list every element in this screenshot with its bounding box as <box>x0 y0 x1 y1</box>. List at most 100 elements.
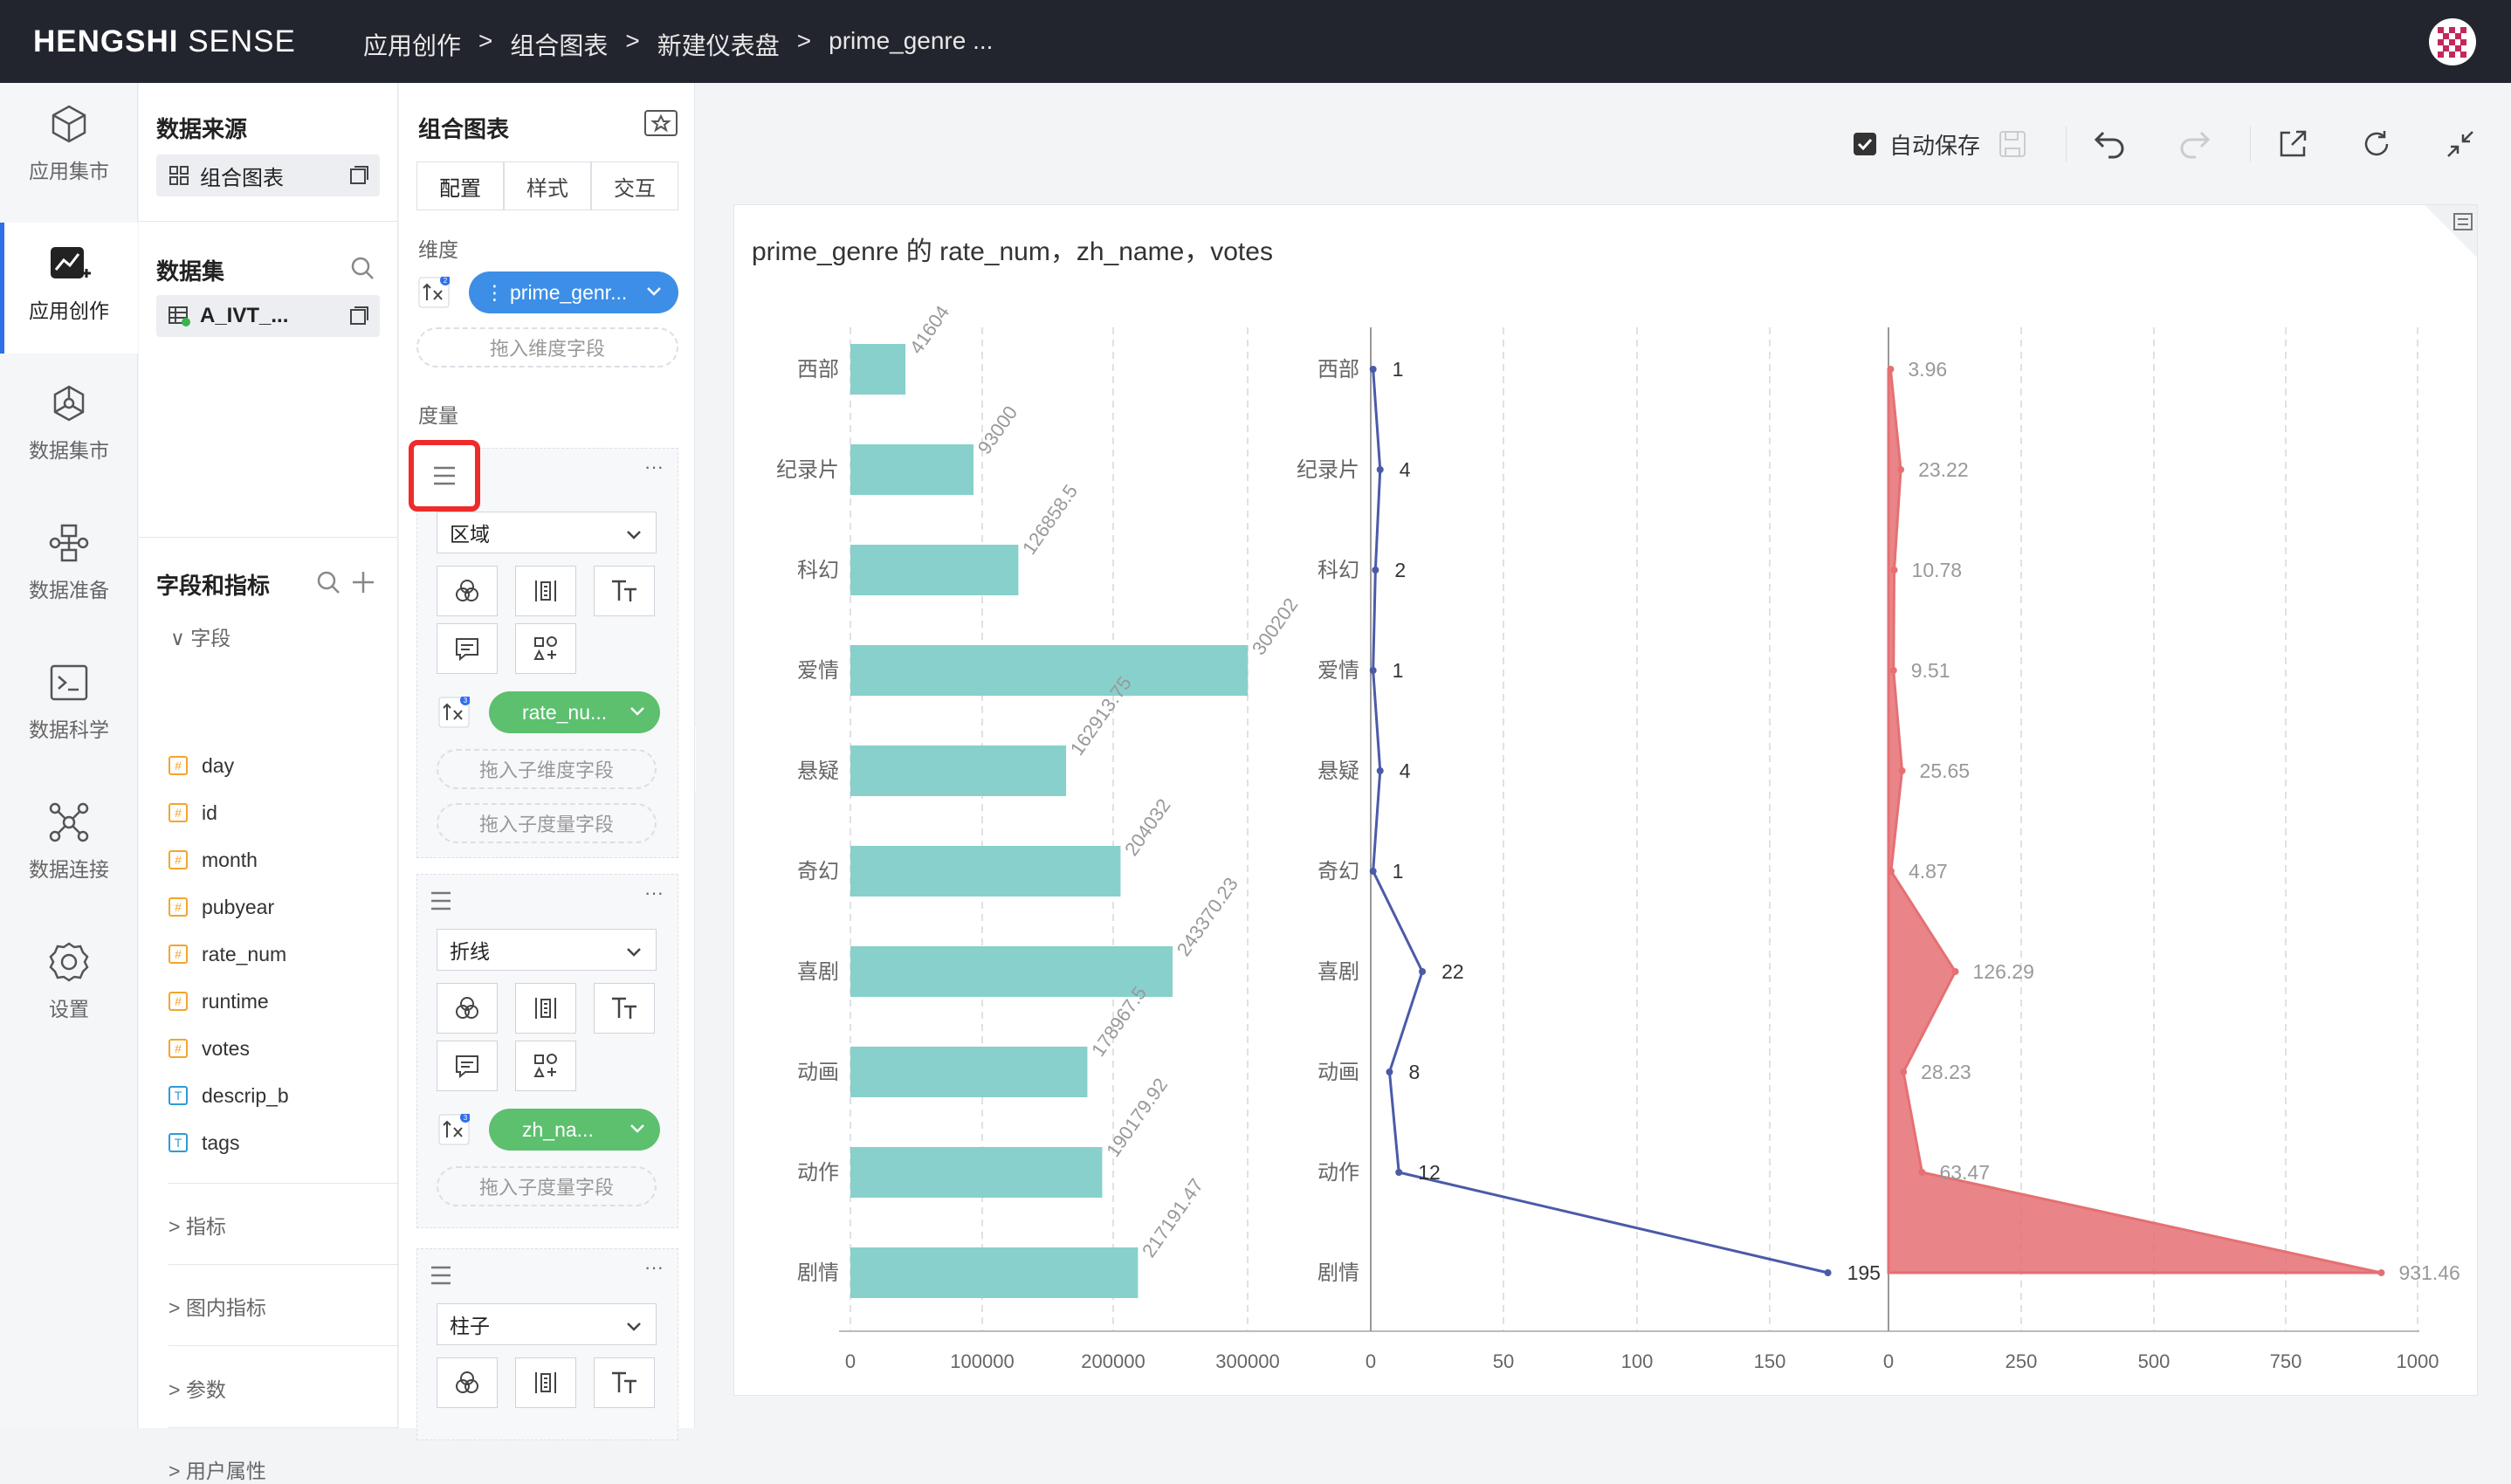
section-metrics[interactable]: > 指标 <box>169 1215 226 1238</box>
dataset-item[interactable]: A_IVT_... <box>156 295 380 337</box>
nav-item-app-create[interactable]: 应用创作 <box>0 223 138 354</box>
sub-dimension-drop-zone[interactable]: 拖入子维度字段 <box>437 749 657 789</box>
color-icon[interactable] <box>437 566 498 616</box>
chevron-right-icon: > <box>169 1460 186 1482</box>
category-label: 纪录片 <box>776 458 839 482</box>
data-label: 126.29 <box>1973 960 2034 983</box>
detail-shape-icon[interactable] <box>515 1041 576 1091</box>
chevron-down-icon <box>627 700 648 721</box>
field-item[interactable]: # id <box>169 795 217 830</box>
field-name: descrip_b <box>202 1083 289 1107</box>
x-tick-label: 300000 <box>1215 1350 1279 1372</box>
copy-icon[interactable] <box>348 306 369 326</box>
sort-icon[interactable]: 2 <box>416 275 451 310</box>
more-icon[interactable]: ··· <box>644 456 664 477</box>
collapse-icon[interactable] <box>2445 128 2476 160</box>
drag-handle-icon[interactable] <box>409 440 480 512</box>
field-item[interactable]: # pubyear <box>169 890 274 924</box>
section-chart-metrics[interactable]: > 图内指标 <box>169 1296 266 1319</box>
tab-interaction[interactable]: 交互 <box>591 161 678 210</box>
field-item[interactable]: # day <box>169 748 234 783</box>
nav-item-data-prep[interactable]: 数据准备 <box>0 502 138 633</box>
field-item[interactable]: # month <box>169 842 258 877</box>
nav-item-settings[interactable]: 设置 <box>0 921 138 1052</box>
drag-handle-icon[interactable] <box>430 1265 452 1286</box>
color-icon[interactable] <box>437 983 498 1034</box>
dimension-field-pill[interactable]: ⋮ prime_genr... <box>469 271 678 313</box>
share-icon[interactable] <box>2277 128 2308 160</box>
nav-item-data-science[interactable]: 数据科学 <box>0 642 138 773</box>
field-item[interactable]: # votes <box>169 1031 250 1066</box>
more-icon[interactable]: ··· <box>644 882 664 903</box>
breadcrumb-separator: > <box>478 27 493 54</box>
measure-field-pill[interactable]: rate_nu... <box>489 691 660 733</box>
drag-handle-icon[interactable] <box>430 890 452 911</box>
tab-config[interactable]: 配置 <box>416 161 504 210</box>
refresh-icon[interactable] <box>2361 128 2392 160</box>
source-item[interactable]: 组合图表 <box>156 155 380 196</box>
sort-icon[interactable]: 3 <box>437 1112 471 1147</box>
chevron-down-icon <box>624 525 643 544</box>
nav-label: 设置 <box>49 998 89 1020</box>
area-point <box>1890 567 1898 574</box>
nav-item-data-market[interactable]: 数据集市 <box>0 362 138 493</box>
redo-icon[interactable] <box>2177 129 2212 159</box>
fields-group[interactable]: ∨ 字段 <box>170 627 231 649</box>
chart-type-select[interactable]: 区域 <box>437 512 657 553</box>
size-icon[interactable] <box>515 566 576 616</box>
sub-measure-drop-zone[interactable]: 拖入子度量字段 <box>437 1166 657 1206</box>
favorite-icon[interactable] <box>643 109 678 137</box>
dimension-drop-zone[interactable]: 拖入维度字段 <box>416 327 678 368</box>
app-logo[interactable]: HENGSHI SENSE <box>33 24 296 58</box>
more-icon[interactable]: ··· <box>644 1256 664 1278</box>
breadcrumb-item[interactable]: 新建仪表盘 <box>657 32 780 59</box>
avatar[interactable] <box>2429 18 2476 65</box>
config-panel: 组合图表 配置 样式 交互 维度 2 ⋮ prime_genr... 拖入维度字段… <box>399 83 695 1440</box>
chart-type-select[interactable]: 柱子 <box>437 1303 657 1345</box>
chart-menu-icon[interactable] <box>2425 205 2477 258</box>
area-series <box>1887 368 2382 1274</box>
measure-field-pill[interactable]: zh_na... <box>489 1109 660 1151</box>
field-item[interactable]: # rate_num <box>169 937 286 972</box>
terminal-icon <box>47 661 91 704</box>
data-label: 195 <box>1847 1261 1881 1284</box>
tooltip-icon[interactable] <box>437 623 498 674</box>
size-icon[interactable] <box>515 983 576 1034</box>
sort-icon[interactable]: 3 <box>437 695 471 730</box>
bar <box>850 946 1173 997</box>
search-icon[interactable] <box>349 255 375 281</box>
section-user-attrs[interactable]: > 用户属性 <box>169 1460 266 1482</box>
category-label: 科幻 <box>1317 559 1359 582</box>
add-icon[interactable] <box>350 569 376 595</box>
breadcrumb-item[interactable]: 组合图表 <box>510 32 609 59</box>
category-label: 奇幻 <box>797 860 839 883</box>
label-text-icon[interactable] <box>594 983 655 1034</box>
data-label: 4 <box>1400 458 1411 481</box>
category-label: 爱情 <box>797 659 839 683</box>
section-params[interactable]: > 参数 <box>169 1378 226 1401</box>
save-icon[interactable] <box>1998 129 2027 159</box>
undo-icon[interactable] <box>2093 129 2128 159</box>
sub-measure-drop-zone[interactable]: 拖入子度量字段 <box>437 803 657 843</box>
label-text-icon[interactable] <box>594 566 655 616</box>
chevron-right-icon: > <box>169 1378 186 1401</box>
chart-card[interactable]: prime_genre 的 rate_num，zh_name，votes 0 10… <box>733 204 2478 1396</box>
data-label: 63.47 <box>1939 1161 1990 1184</box>
tooltip-icon[interactable] <box>437 1041 498 1091</box>
nav-item-app-market[interactable]: 应用集市 <box>0 83 138 214</box>
label-text-icon[interactable] <box>594 1357 655 1408</box>
chart-type-select[interactable]: 折线 <box>437 929 657 971</box>
nav-item-data-connect[interactable]: 数据连接 <box>0 781 138 912</box>
tab-style[interactable]: 样式 <box>504 161 591 210</box>
breadcrumb-separator: > <box>625 27 640 54</box>
search-icon[interactable] <box>315 569 341 595</box>
field-item[interactable]: # runtime <box>169 984 269 1019</box>
breadcrumb-item[interactable]: 应用创作 <box>363 32 462 59</box>
color-icon[interactable] <box>437 1357 498 1408</box>
copy-icon[interactable] <box>348 165 369 186</box>
size-icon[interactable] <box>515 1357 576 1408</box>
autosave-checkbox[interactable] <box>1853 132 1877 156</box>
detail-shape-icon[interactable] <box>515 623 576 674</box>
